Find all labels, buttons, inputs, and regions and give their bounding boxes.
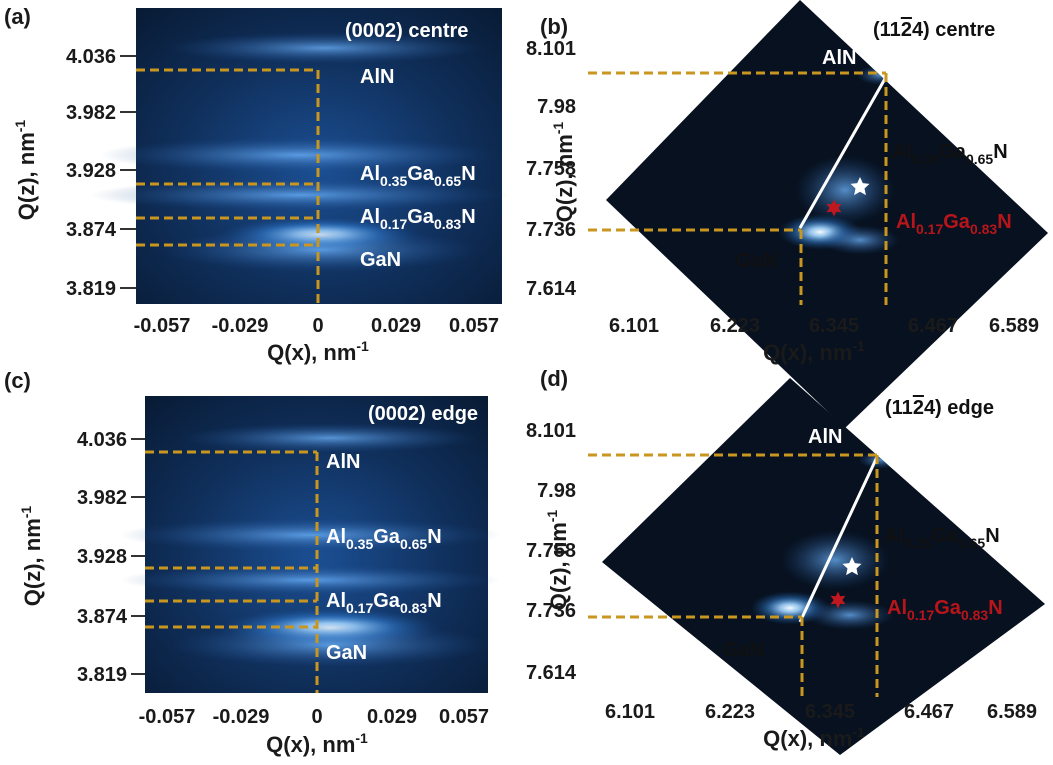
title-a: (0002) centre	[345, 20, 468, 42]
heatmap-b-glow	[778, 65, 904, 255]
xtick-a-1: -0.029	[212, 315, 269, 337]
label-d-aln: AlN	[808, 426, 842, 448]
xtick-d-3: 6.467	[904, 701, 954, 723]
panel-label-d: (d)	[540, 366, 568, 391]
label-c-aln: AlN	[326, 451, 360, 473]
ylabel-b: Q(z), nm-1	[550, 122, 577, 223]
xtick-c-4: 0.057	[439, 706, 489, 728]
label-d-al035: Al0.35Ga0.65N	[884, 525, 1000, 551]
guides-d	[588, 453, 879, 697]
xlabel-b: Q(x), nm-1	[763, 338, 865, 365]
ytick-c-2: 3.928	[77, 546, 127, 568]
xtick-c-1: -0.029	[213, 706, 270, 728]
label-b-al017: Al0.17Ga0.83N	[896, 211, 1012, 237]
title-b: (1124) centre	[873, 19, 995, 41]
red-star-b	[826, 199, 842, 217]
panel-label-c: (c)	[4, 368, 31, 393]
ytick-b-4: 7.614	[526, 278, 577, 300]
ytick-d-3: 7.736	[526, 600, 576, 622]
y-ticks-d: 8.101 7.98 7.758 7.736 7.614	[526, 420, 577, 684]
label-a-al017: Al0.17Ga0.83N	[360, 206, 476, 232]
guides-b	[588, 71, 888, 305]
ytick-d-4: 7.614	[526, 662, 577, 684]
xtick-b-4: 6.589	[989, 315, 1039, 337]
relaxation-line-b	[798, 76, 888, 229]
guides-c	[145, 450, 319, 693]
label-b-gan: GaN	[736, 250, 777, 272]
label-b-al035: Al0.35Ga0.65N	[892, 141, 1008, 167]
ytick-a-2: 3.928	[66, 160, 116, 182]
x-ticks-a: -0.057 -0.029 0 0.029 0.057	[134, 315, 499, 337]
xlabel-d: Q(x), nm-1	[763, 724, 865, 751]
y-ticks-a: 4.036 3.982 3.928 3.874 3.819	[66, 46, 136, 300]
y-ticks-c: 4.036 3.982 3.928 3.874 3.819	[77, 429, 145, 686]
panel-a: (a) (0002) centre AlN Al0.35Ga0.65N Al0.…	[4, 4, 510, 365]
red-star-d	[830, 591, 846, 609]
ytick-a-3: 3.874	[66, 219, 117, 241]
ytick-b-1: 7.98	[537, 96, 576, 118]
ytick-d-0: 8.101	[526, 420, 576, 442]
label-c-al035: Al0.35Ga0.65N	[326, 526, 442, 552]
xtick-b-2: 6.345	[809, 315, 859, 337]
relaxation-line-d	[798, 456, 879, 623]
label-a-aln: AlN	[360, 66, 394, 88]
label-a-al035: Al0.35Ga0.65N	[360, 163, 476, 189]
xtick-d-1: 6.223	[705, 701, 755, 723]
xtick-b-3: 6.467	[908, 315, 958, 337]
ytick-a-4: 3.819	[66, 278, 116, 300]
label-a-gan: GaN	[360, 249, 401, 271]
white-star-b	[850, 177, 870, 196]
panel-b: (b) (1124) centre AlN Al0.35Ga0.65N Al0.…	[526, 0, 1048, 428]
xtick-c-2: 0	[311, 706, 322, 728]
ylabel-c: Q(z), nm-1	[18, 506, 45, 607]
label-d-gan: GaN	[723, 639, 764, 661]
ytick-b-2: 7.758	[526, 158, 576, 180]
ytick-c-3: 3.874	[77, 606, 128, 628]
heatmap-c-streaks	[120, 423, 500, 667]
panel-label-b: (b)	[540, 14, 568, 39]
panel-c: (c) (0002) edge AlN Al0.35Ga0.65N Al0.17…	[4, 368, 500, 757]
label-b-aln: AlN	[822, 47, 856, 69]
title-c: (0002) edge	[368, 403, 478, 425]
ytick-a-0: 4.036	[66, 46, 116, 68]
xlabel-c: Q(x), nm-1	[266, 730, 368, 757]
heatmap-a-streaks	[90, 32, 510, 272]
xtick-a-2: 0	[312, 315, 323, 337]
x-ticks-b: 6.101 6.223 6.345 6.467 6.589	[609, 315, 1039, 337]
label-c-al017: Al0.17Ga0.83N	[326, 590, 442, 616]
xtick-a-0: -0.057	[134, 315, 191, 337]
ytick-c-4: 3.819	[77, 664, 127, 686]
xtick-c-3: 0.029	[367, 706, 417, 728]
ytick-c-0: 4.036	[77, 429, 127, 451]
x-ticks-d: 6.101 6.223 6.345 6.467 6.589	[605, 701, 1037, 723]
xtick-c-0: -0.057	[139, 706, 196, 728]
ytick-b-3: 7.736	[526, 219, 576, 241]
ylabel-a: Q(z), nm-1	[12, 120, 39, 221]
ytick-d-2: 7.758	[526, 540, 576, 562]
x-ticks-c: -0.057 -0.029 0 0.029 0.057	[139, 706, 489, 728]
xtick-a-4: 0.057	[449, 315, 499, 337]
white-star-d	[842, 557, 862, 576]
title-d: (1124) edge	[885, 397, 994, 419]
panel-d: (d) (1124) edge AlN Al0.35Ga0.65N Al0.17…	[526, 366, 1045, 755]
xlabel-a: Q(x), nm-1	[267, 338, 369, 365]
xtick-a-3: 0.029	[371, 315, 421, 337]
xtick-d-4: 6.589	[987, 701, 1037, 723]
panel-label-a: (a)	[4, 4, 31, 29]
xtick-b-1: 6.223	[710, 315, 760, 337]
y-ticks-b: 8.101 7.98 7.758 7.736 7.614	[526, 38, 577, 300]
xtick-b-0: 6.101	[609, 315, 659, 337]
label-d-al017: Al0.17Ga0.83N	[887, 597, 1003, 623]
ytick-b-0: 8.101	[526, 38, 576, 60]
ytick-c-1: 3.982	[77, 487, 127, 509]
guides-a	[136, 68, 320, 304]
xtick-d-0: 6.101	[605, 701, 655, 723]
label-c-gan: GaN	[326, 642, 367, 664]
ylabel-d: Q(z), nm-1	[544, 510, 571, 611]
xtick-d-2: 6.345	[805, 701, 855, 723]
ytick-a-1: 3.982	[66, 102, 116, 124]
ytick-d-1: 7.98	[537, 480, 576, 502]
